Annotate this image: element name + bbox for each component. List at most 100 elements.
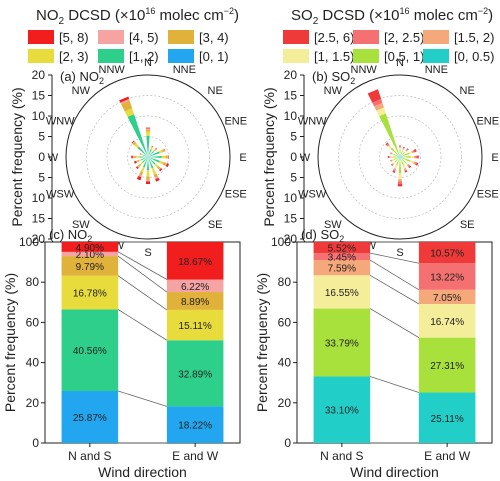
- bar-value-label: 6.22%: [181, 282, 209, 293]
- polar-wedge-sw-bin5: [135, 166, 139, 170]
- polar-wedge-sse-bin4: [404, 169, 407, 172]
- polar-wedge-sw-bin5: [390, 164, 393, 167]
- bar-ew-3: [418, 289, 476, 304]
- direction-label-nne: NNE: [425, 64, 448, 76]
- panel-label: (a) NO2: [60, 69, 104, 86]
- polar-wedge-nne-bin2: [150, 147, 153, 150]
- polar-wedge-n-bin4: [145, 128, 151, 130]
- y-tick-label: 20: [278, 396, 292, 410]
- polar-wedge-s-bin3: [146, 176, 150, 180]
- y-tick-label: 20: [26, 396, 40, 410]
- stacked-panel-3: 0 20 40 60 80 100 33.10% 33.79% 16.55% 7.59%3.45%…: [254, 227, 493, 480]
- x-tick-label: E and W: [172, 449, 219, 463]
- x-tick-label: N and S: [320, 449, 363, 463]
- panel-label: (b) SO2: [312, 69, 355, 86]
- panel-label: (c) NO2: [49, 227, 92, 244]
- legend-label: [3, 4): [199, 30, 229, 45]
- polar-wedge-se-bin3: [157, 166, 161, 170]
- polar-wedge-n-bin4: [399, 146, 401, 148]
- x-axis-label: Wind direction: [98, 464, 187, 480]
- legend-label: [1, 2): [129, 49, 159, 64]
- panel-label: (d) SO2: [301, 227, 344, 244]
- polar-grid-ring: [317, 74, 483, 240]
- polar-wedge-n-bin5: [399, 145, 401, 147]
- bar-value-label: 33.79%: [325, 339, 359, 350]
- polar-wedge-wsw-bin1: [141, 157, 147, 161]
- legend-swatch: [423, 30, 449, 44]
- y-tick-label: 80: [278, 275, 292, 289]
- bar-value-label: 18.22%: [178, 421, 212, 432]
- polar-wedge-nne-bin5: [151, 145, 154, 147]
- bar-ew-2: [166, 309, 224, 341]
- x-tick-label: N and S: [68, 449, 111, 463]
- y-tick-label: 100: [271, 235, 291, 249]
- polar-wedge-ssw-bin3: [393, 167, 397, 171]
- polar-wedge-nnw-bin1: [379, 113, 400, 155]
- polar-wedge-ne-bin5: [406, 148, 409, 151]
- polar-r-tick-label: 10: [32, 109, 46, 123]
- legend-title-main: NO: [36, 7, 59, 24]
- bar-ew-3: [166, 292, 224, 310]
- connector-line: [118, 390, 167, 407]
- polar-wedge-ese-bin3: [162, 162, 166, 166]
- direction-label-ese: ESE: [225, 188, 247, 200]
- polar-wedge-ese-bin2: [409, 160, 415, 164]
- panel-label-main: (a) NO: [60, 69, 99, 84]
- polar-wedge-nw-bin5: [131, 140, 135, 144]
- polar-wedge-ese-bin1: [149, 157, 160, 163]
- bar-ns-3: [61, 256, 119, 276]
- polar-wedge-s-bin3: [398, 179, 402, 182]
- polar-wedge-se-bin4: [407, 164, 410, 167]
- polar-wedge-e-bin5: [417, 155, 419, 159]
- polar-wedge-nw-bin0: [398, 155, 400, 157]
- polar-wedge-sw-bin4: [137, 165, 140, 168]
- polar-r-tick-label: 0: [290, 150, 297, 164]
- polar-grid-ring: [106, 115, 190, 199]
- polar-wedge-sse-bin1: [400, 159, 405, 166]
- polar-wedge-sw-bin2: [139, 162, 143, 166]
- polar-wedge-ene-bin5: [164, 148, 166, 152]
- bar-value-label: 25.11%: [431, 414, 464, 425]
- polar-wedge-wsw-bin5: [390, 160, 392, 162]
- polar-wedge-wsw-bin3: [137, 160, 140, 163]
- legend-no2: NO2 DCSD (×1016 molec cm−2) [5, 8) [4, 5) […: [28, 6, 239, 64]
- bar-value-label: 5.52%: [328, 244, 356, 255]
- polar-wedge-nnw-bin0: [398, 154, 400, 157]
- direction-label-w: W: [300, 152, 311, 164]
- direction-label-se: SE: [460, 219, 475, 231]
- polar-wedge-n-bin1: [399, 149, 401, 155]
- polar-wedge-nnw-bin0: [147, 155, 148, 157]
- bar-value-label: 8.89%: [181, 297, 209, 308]
- polar-wedge-nnw-bin3: [121, 100, 133, 112]
- polar-wedge-nw-bin1: [137, 146, 147, 156]
- polar-wedge-nw-bin1: [390, 147, 399, 156]
- direction-label-ne: NE: [208, 85, 223, 97]
- polar-wedge-ne-bin1: [401, 152, 405, 156]
- polar-r-tick-label: 10: [32, 191, 46, 205]
- polar-wedge-ene-bin2: [408, 151, 413, 154]
- polar-wedge-sw-bin0: [398, 157, 400, 159]
- legend-title-sub: 2: [313, 16, 319, 27]
- bar-value-label: 3.45%: [328, 253, 356, 264]
- polar-wedge-ene-bin1: [149, 151, 160, 157]
- polar-wedge-ene-bin0: [148, 156, 150, 157]
- polar-wedge-ese-bin2: [158, 160, 164, 165]
- legend-label: [2.5, 6): [314, 30, 354, 45]
- direction-label-nne: NNE: [173, 64, 196, 76]
- x-tick-label: E and W: [424, 449, 471, 463]
- legend-label: [2, 2.5): [384, 30, 424, 45]
- polar-wedge-ssw-bin2: [140, 166, 145, 173]
- polar-wedge-nnw-bin4: [372, 98, 383, 107]
- legend-label: [0, 0.5): [454, 49, 494, 64]
- panel-label-sub: 2: [350, 76, 355, 86]
- polar-grid-ring: [379, 136, 421, 178]
- polar-wedge-ne-bin1: [149, 151, 154, 156]
- bar-value-label: 18.67%: [178, 257, 212, 268]
- direction-label-wsw: WSW: [298, 188, 327, 200]
- polar-wedge-ese-bin5: [415, 162, 419, 166]
- polar-wedge-wsw-bin1: [393, 157, 398, 160]
- legend-swatch: [283, 49, 309, 63]
- legend-label: [0.5, 1): [384, 49, 424, 64]
- polar-wedge-w-bin1: [392, 156, 398, 158]
